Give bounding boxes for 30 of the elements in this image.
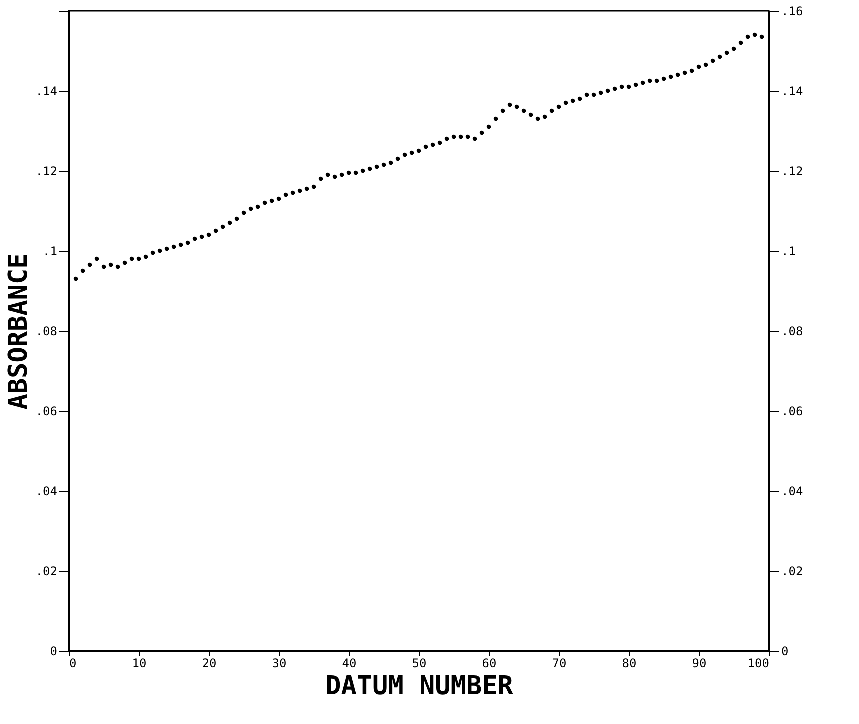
y-tick-label: .04 bbox=[36, 484, 58, 498]
x-tick-label: 60 bbox=[482, 656, 497, 670]
y-tick-label: 0 bbox=[50, 644, 58, 658]
y-tick-label: .14 bbox=[36, 84, 58, 98]
y-tick-label: .12 bbox=[36, 164, 58, 178]
y2-tick-label: .04 bbox=[782, 484, 804, 498]
x-tick-label: 20 bbox=[202, 656, 217, 670]
y-tick-label: .06 bbox=[36, 404, 58, 418]
y2-tick-label: 0 bbox=[782, 644, 789, 658]
y2-tick-label: .06 bbox=[782, 404, 804, 418]
y2-tick-label: .14 bbox=[782, 84, 804, 98]
y-tick-label: .08 bbox=[36, 324, 58, 338]
y2-tick-label: .02 bbox=[782, 564, 804, 578]
y2-tick-label: .16 bbox=[782, 4, 804, 18]
x-tick-label: 50 bbox=[412, 656, 427, 670]
x-tick-label: 80 bbox=[622, 656, 637, 670]
x-tick-label: 10 bbox=[132, 656, 147, 670]
x-tick-label: 90 bbox=[692, 656, 707, 670]
y-axis-title: ABSORBANCE bbox=[4, 253, 34, 410]
x-axis-title: DATUM NUMBER bbox=[326, 672, 514, 702]
y2-tick-label: .08 bbox=[782, 324, 804, 338]
y2-tick-label: .12 bbox=[782, 164, 804, 178]
x-tick-label: 40 bbox=[342, 656, 357, 670]
y-tick-label: .1 bbox=[43, 244, 58, 258]
x-tick-label: 70 bbox=[552, 656, 567, 670]
x-tick-label: 0 bbox=[70, 656, 77, 670]
x-tick-label: 100 bbox=[748, 656, 770, 670]
y2-tick-label: .1 bbox=[782, 244, 796, 258]
x-tick-label: 30 bbox=[272, 656, 287, 670]
y-tick-label: .02 bbox=[36, 564, 58, 578]
